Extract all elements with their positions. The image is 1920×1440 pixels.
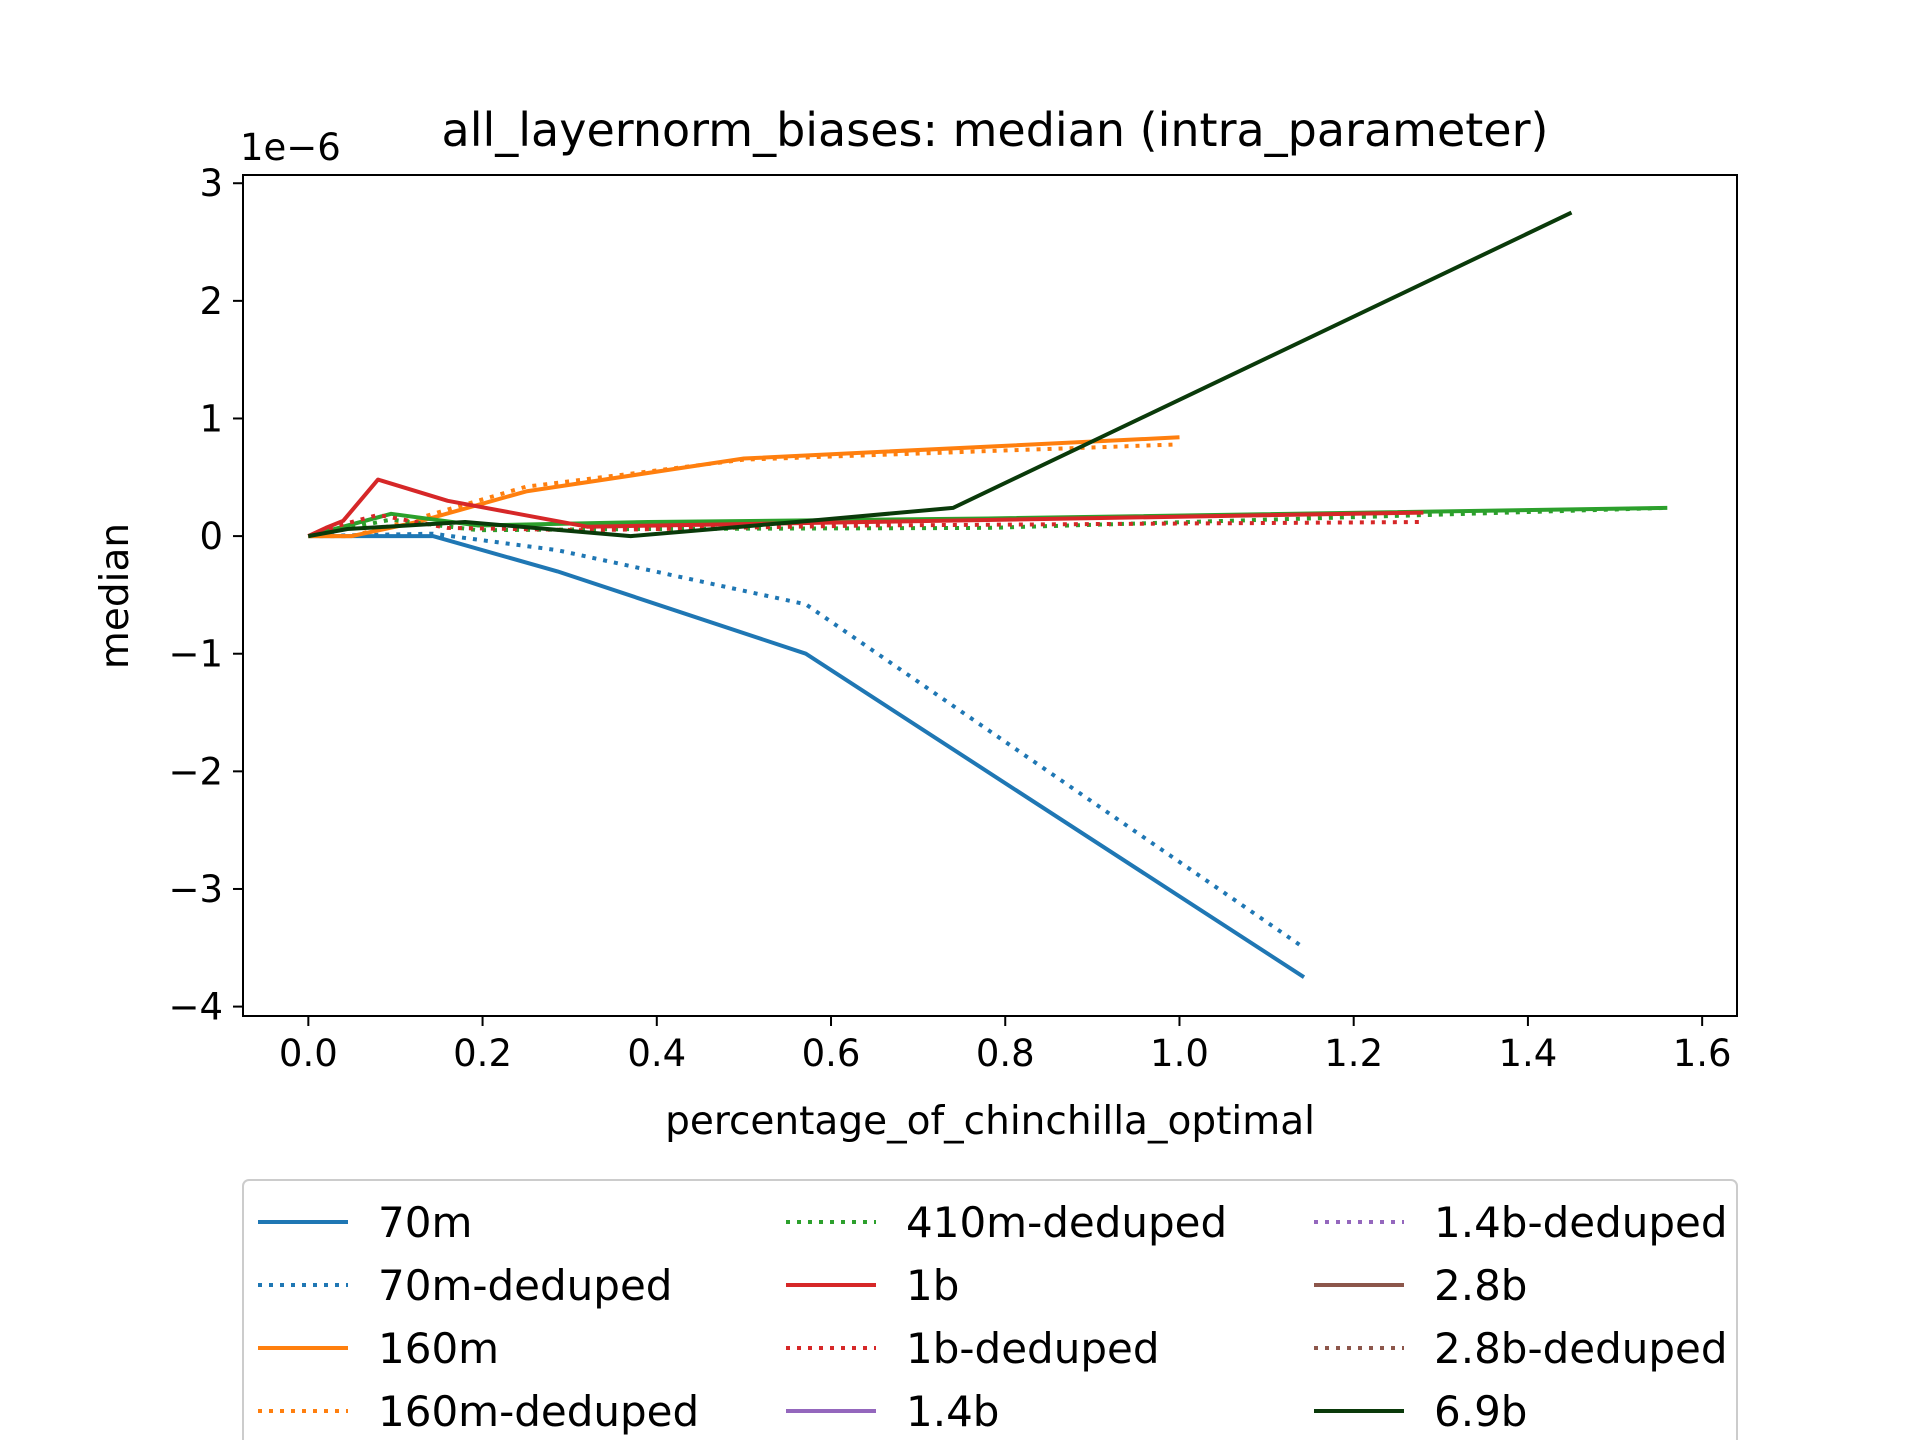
y-tick-label: −2 [168, 750, 223, 793]
series-line-1b [307, 477, 1424, 538]
y-tick-label: 2 [199, 280, 223, 323]
x-tick-label: 0.2 [453, 1032, 512, 1075]
legend: 70m 70m-deduped 160m 160m-deduped 410m-dedup… [242, 1179, 1738, 1440]
legend-label: 160m-deduped [378, 1387, 699, 1436]
x-axis: 0.0 0.2 0.4 0.6 0.8 1.0 1.2 1.4 1.6 [279, 1016, 1732, 1075]
x-tick-label: 0.4 [627, 1032, 686, 1075]
y-tick-label: 0 [199, 515, 223, 558]
x-tick-label: 1.4 [1499, 1032, 1558, 1075]
chart-title: all_layernorm_biases: median (intra_para… [442, 103, 1549, 157]
x-axis-label: percentage_of_chinchilla_optimal [665, 1099, 1315, 1144]
legend-label: 70m-deduped [378, 1261, 672, 1310]
x-tick-label: 1.2 [1324, 1032, 1383, 1075]
series-line-160m-deduped [308, 442, 1180, 539]
y-tick-label: 1 [199, 397, 223, 440]
series-line-70m [308, 534, 1306, 979]
legend-items: 70m 70m-deduped 160m 160m-deduped 410m-dedup… [258, 1198, 1728, 1436]
y-tick-label: −4 [168, 986, 223, 1029]
legend-label: 6.9b [1434, 1387, 1527, 1436]
legend-label: 1.4b [906, 1387, 999, 1436]
legend-label: 2.8b [1434, 1261, 1527, 1310]
legend-label: 1b-deduped [906, 1324, 1159, 1373]
legend-frame [242, 1179, 1738, 1440]
legend-label: 1b [906, 1261, 959, 1310]
legend-label: 410m-deduped [906, 1198, 1227, 1247]
series-line-70m-deduped [308, 531, 1306, 950]
x-tick-label: 1.0 [1150, 1032, 1209, 1075]
legend-label: 160m [378, 1324, 499, 1373]
y-tick-label: 3 [199, 162, 223, 205]
series-line-6-9b [307, 210, 1573, 539]
legend-label: 2.8b-deduped [1434, 1324, 1728, 1373]
legend-label: 1.4b-deduped [1434, 1198, 1728, 1247]
legend-label: 70m [378, 1198, 472, 1247]
y-tick-label: −1 [168, 633, 223, 676]
y-axis: −4 −3 −2 −1 0 1 2 3 [168, 162, 243, 1029]
plot-frame [242, 174, 1738, 1017]
series-layer [307, 210, 1668, 979]
x-tick-label: 0.8 [976, 1032, 1035, 1075]
series-line-410m-deduped [307, 505, 1668, 539]
x-tick-label: 0.0 [279, 1032, 338, 1075]
y-axis-offset-label: 1e−6 [240, 126, 341, 169]
x-tick-label: 1.6 [1673, 1032, 1732, 1075]
y-tick-label: −3 [168, 868, 223, 911]
y-axis-label: median [93, 523, 138, 669]
x-tick-label: 0.6 [802, 1032, 861, 1075]
